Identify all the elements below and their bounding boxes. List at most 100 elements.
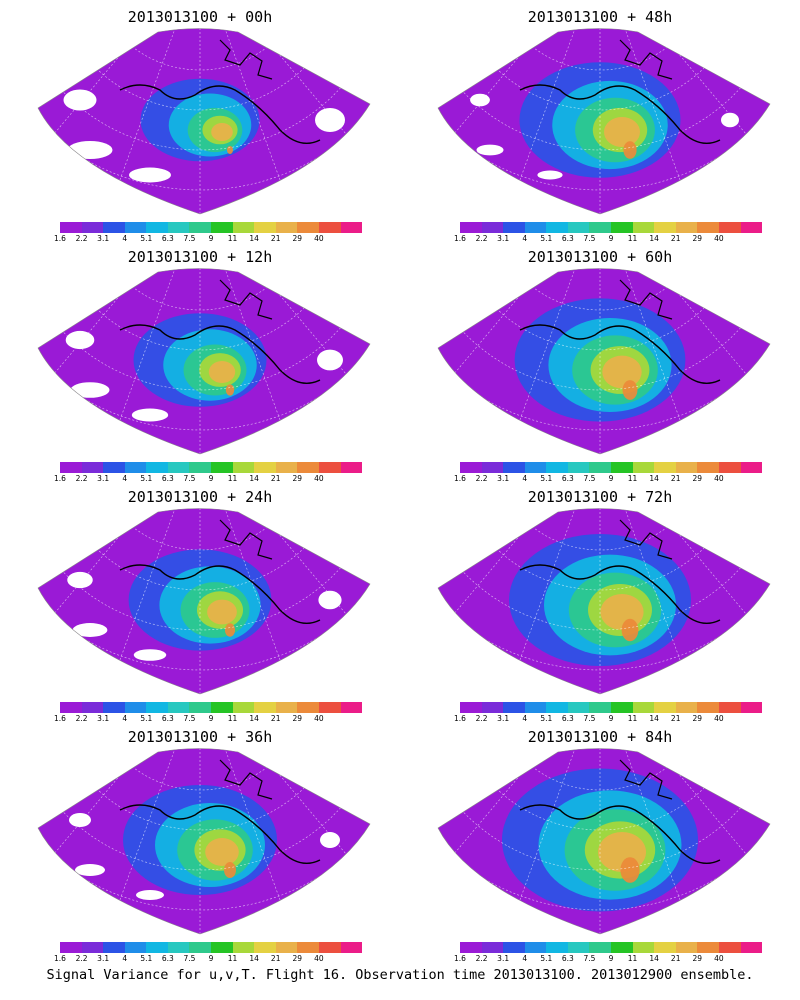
colorbar-swatch	[124, 942, 147, 953]
colorbar-swatch	[124, 222, 147, 233]
colorbar-swatch	[611, 222, 633, 233]
colorbar-swatch	[60, 942, 82, 953]
colorbar-swatch	[524, 462, 547, 473]
map-panel: 2013013100 + 00h 1.6 2.2 3.1 4 5.1 6.3 7.5 9 11 14…	[0, 0, 400, 243]
colorbar-tick-label: 5.1	[140, 714, 153, 723]
colorbar-swatch	[275, 942, 298, 953]
colorbar-swatch	[275, 462, 298, 473]
colorbar-swatch	[318, 222, 341, 233]
colorbar-swatch	[524, 222, 547, 233]
variance-map	[37, 268, 371, 455]
colorbar-tick-label: 9	[208, 474, 214, 483]
colorbar-tick-label: 11	[627, 714, 638, 723]
map-panel: 2013013100 + 84h 1.6 2.2 3.1 4 5.1 6.3 7.5 9 11 14…	[400, 720, 800, 963]
colorbar-tick-label: 7.5	[583, 474, 596, 483]
colorbar-swatch	[340, 222, 363, 233]
colorbar-swatch	[589, 462, 612, 473]
colorbar-swatch	[189, 222, 212, 233]
colorbar-swatch	[167, 942, 190, 953]
colorbar-swatch	[297, 222, 319, 233]
colorbar-labels: 1.6 2.2 3.1 4 5.1 6.3 7.5 9 11 14 21 29 40	[452, 234, 782, 244]
colorbar-swatch	[297, 942, 319, 953]
colorbar-swatch	[546, 462, 568, 473]
colorbar-tick-label: 11	[227, 474, 238, 483]
colorbar-swatch	[546, 942, 568, 953]
colorbar-tick-label: 1.6	[454, 474, 466, 483]
colorbar-tick-label: 14	[249, 954, 259, 963]
colorbar-tick-label: 14	[249, 714, 259, 723]
colorbar-tick-label: 40	[714, 474, 724, 483]
colorbar-swatch	[275, 702, 298, 713]
variance-map	[437, 748, 771, 935]
map-panel: 2013013100 + 36h 1.6 2.2 3.1 4 5.1 6.3 7.5 9 11 14…	[0, 720, 400, 963]
colorbar-tick-label: 21	[270, 474, 281, 483]
colorbar-tick-label: 7.5	[183, 954, 196, 963]
colorbar-tick-label: 9	[208, 954, 214, 963]
colorbar-tick-label: 11	[227, 714, 238, 723]
colorbar-tick-label: 40	[314, 474, 324, 483]
colorbar-swatch	[589, 222, 612, 233]
panel-title: 2013013100 + 24h	[127, 488, 273, 506]
colorbar-tick-label: 21	[270, 954, 281, 963]
colorbar-tick-label: 6.3	[561, 954, 574, 963]
colorbar-swatch	[632, 462, 655, 473]
colorbar-swatch	[675, 222, 698, 233]
panel-title: 2013013100 + 72h	[527, 488, 673, 506]
colorbar-swatch	[524, 702, 547, 713]
colorbar-tick-label: 3.1	[497, 474, 510, 483]
colorbar-labels: 1.6 2.2 3.1 4 5.1 6.3 7.5 9 11 14 21 29 40	[52, 234, 382, 244]
panel-title: 2013013100 + 60h	[527, 248, 673, 266]
colorbar-swatch	[318, 702, 341, 713]
colorbar-swatch	[211, 462, 233, 473]
colorbar-tick-label: 5.1	[140, 234, 153, 243]
colorbar-tick-label: 3.1	[97, 474, 110, 483]
colorbar-tick-label: 21	[670, 714, 681, 723]
colorbar-tick-label: 14	[649, 234, 659, 243]
colorbar-swatch	[167, 222, 190, 233]
map-panel: 2013013100 + 48h 1.6 2.2 3.1 4 5.1 6.3 7.5 9 11 14…	[400, 0, 800, 243]
colorbar-swatch	[481, 942, 504, 953]
colorbar-swatch	[60, 222, 82, 233]
colorbar-tick-label: 7.5	[583, 714, 596, 723]
colorbar-tick-label: 6.3	[161, 714, 174, 723]
colorbar-swatch	[254, 462, 276, 473]
colorbar-swatch	[211, 222, 233, 233]
colorbar-tick-label: 4	[122, 474, 128, 483]
colorbar-swatch	[697, 942, 719, 953]
colorbar-swatch	[675, 702, 698, 713]
colorbar	[460, 942, 763, 953]
colorbar-tick-label: 6.3	[561, 714, 574, 723]
colorbar-swatch	[654, 942, 676, 953]
colorbar-swatch	[611, 462, 633, 473]
colorbar-swatch	[124, 702, 147, 713]
colorbar-swatch	[697, 702, 719, 713]
colorbar-swatch	[460, 942, 482, 953]
colorbar-tick-label: 5.1	[140, 954, 153, 963]
colorbar-swatch	[254, 702, 276, 713]
colorbar-swatch	[146, 702, 168, 713]
colorbar-swatch	[232, 942, 255, 953]
colorbar-labels: 1.6 2.2 3.1 4 5.1 6.3 7.5 9 11 14 21 29 40	[452, 954, 782, 964]
colorbar-labels: 1.6 2.2 3.1 4 5.1 6.3 7.5 9 11 14 21 29 40	[452, 474, 782, 484]
colorbar-tick-label: 9	[608, 474, 614, 483]
colorbar-tick-label: 7.5	[183, 234, 196, 243]
colorbar-swatch	[60, 462, 82, 473]
colorbar-swatch	[146, 222, 168, 233]
colorbar-tick-label: 3.1	[97, 954, 110, 963]
colorbar-tick-label: 11	[227, 954, 238, 963]
colorbar-tick-label: 3.1	[497, 234, 510, 243]
colorbar-swatch	[318, 942, 341, 953]
colorbar-tick-label: 4	[122, 234, 128, 243]
colorbar-tick-label: 9	[608, 714, 614, 723]
colorbar-swatch	[611, 702, 633, 713]
colorbar-tick-label: 4	[122, 714, 128, 723]
colorbar-tick-label: 4	[522, 234, 528, 243]
colorbar-tick-label: 4	[522, 954, 528, 963]
colorbar-swatch	[103, 702, 125, 713]
colorbar-tick-label: 40	[714, 954, 724, 963]
colorbar-tick-label: 2.2	[475, 714, 488, 723]
variance-map	[437, 268, 771, 455]
colorbar-swatch	[189, 942, 212, 953]
colorbar-swatch	[81, 222, 104, 233]
colorbar-tick-label: 3.1	[97, 714, 110, 723]
